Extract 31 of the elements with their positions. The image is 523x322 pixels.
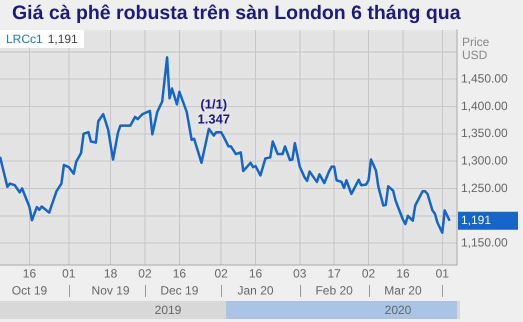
x-tick-label: 02 (362, 266, 376, 281)
x-tick-label: 18 (104, 266, 118, 281)
annotation: LRCc1 (6, 32, 43, 46)
text: Nov 19 (92, 283, 130, 298)
y-tick-label: 1,150.00 (461, 235, 508, 250)
x-tick-label: 16 (248, 266, 263, 281)
y-tick-label: 1,400.00 (461, 98, 508, 113)
range-slider: 2019 2020 (0, 301, 460, 319)
x-tick-label: 01 (62, 266, 76, 281)
y-tick-label: 1,350.00 (461, 126, 508, 140)
text: Oct 19 (12, 283, 48, 298)
text: Mar 20 (384, 283, 422, 298)
text: Dec 19 (160, 283, 199, 298)
x-tick-label: 17 (327, 266, 342, 281)
x-tick-label: 02 (214, 266, 228, 281)
text: Jan 20 (238, 283, 274, 298)
y-tick-label: 1,450.00 (461, 72, 508, 86)
annotation: 1,191 (48, 32, 78, 46)
x-tick-label: 01 (436, 266, 450, 281)
x-tick-label: 16 (22, 266, 36, 281)
annotation: (1/1) 1.347 (197, 96, 230, 126)
x-tick-label: 03 (293, 266, 307, 281)
y-axis-title: Price USD (462, 35, 490, 62)
text: 1,191 (461, 213, 492, 228)
text: Feb 20 (315, 283, 354, 298)
x-tick-label: 16 (172, 266, 186, 281)
y-tick-label: 1,250.00 (461, 180, 508, 195)
x-tick-label: 16 (396, 266, 410, 281)
x-tick-label: 02 (138, 266, 152, 281)
chart-title: Giá cà phê robusta trên sàn London 6 tháng qua (12, 2, 461, 25)
y-tick-label: 1,300.00 (461, 153, 508, 168)
